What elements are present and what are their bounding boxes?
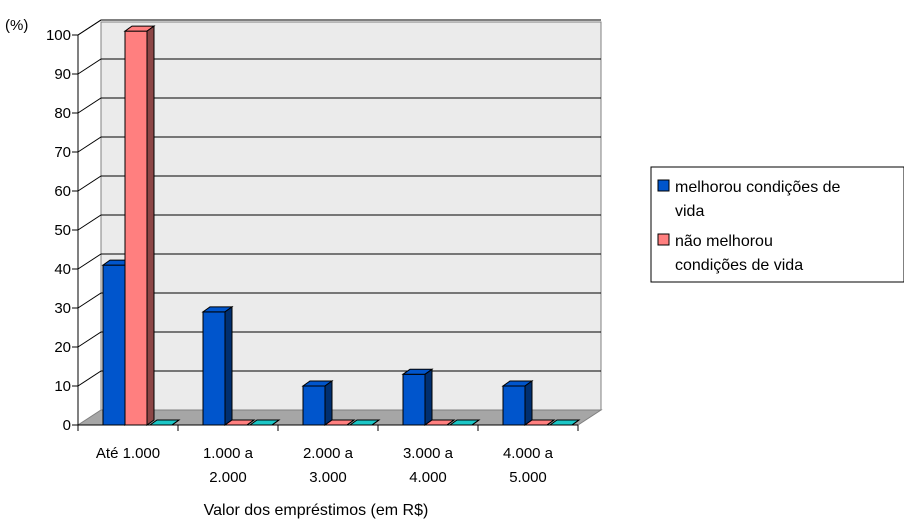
bar [123, 25, 156, 426]
bar-side [324, 380, 333, 426]
y-axis-top-edge [77, 19, 102, 36]
grid-line [77, 136, 601, 153]
legend-label: não melhorou [675, 233, 773, 250]
x-tick-label: 5.000 [509, 469, 547, 486]
x-tick-label: 4.000 [409, 469, 447, 486]
grid-line [77, 58, 601, 75]
legend-label: vida [675, 203, 704, 220]
x-tick-label: 1.000 a [203, 445, 254, 462]
legend-swatch [657, 179, 670, 192]
bar [248, 419, 281, 426]
y-tick-label: 60 [54, 183, 71, 200]
bar [401, 368, 434, 426]
bar [523, 419, 556, 426]
bar-front [502, 385, 526, 426]
grid-line [77, 175, 601, 192]
axis-labels: (%) Valor dos empréstimos (em R$) 0 10 20 3… [5, 17, 554, 519]
bar-side [224, 305, 233, 426]
y-tick-label: 30 [54, 300, 71, 317]
bar-front [202, 311, 226, 426]
bar [448, 419, 481, 426]
x-tick-label: 2.000 a [303, 445, 354, 462]
bar-side [524, 380, 533, 426]
x-tick-label: 4.000 a [503, 445, 554, 462]
bar-side [424, 368, 433, 426]
y-tick-label: 80 [54, 105, 71, 122]
legend-swatch [657, 233, 670, 246]
bar [223, 419, 256, 426]
grid-line [77, 253, 601, 270]
bar [501, 380, 534, 426]
x-axis-label: Valor dos empréstimos (em R$) [204, 502, 429, 519]
y-tick-label: 20 [54, 339, 71, 356]
bar-side [546, 419, 555, 426]
bar-side [146, 25, 155, 426]
x-tick-label: 3.000 [309, 469, 347, 486]
grid-line [77, 370, 601, 387]
legend-box [650, 166, 904, 283]
bar [201, 305, 234, 426]
bar-side [246, 419, 255, 426]
y-tick-label: 40 [54, 261, 71, 278]
y-tick-label: 90 [54, 66, 71, 83]
bar-side [471, 419, 480, 426]
bars [101, 25, 581, 426]
bar-side [271, 419, 280, 426]
plot-back-wall [100, 21, 602, 411]
y-tick-label: 100 [46, 27, 71, 44]
x-tick-label: 3.000 a [403, 445, 454, 462]
y-tick-label: 50 [54, 222, 71, 239]
bar [148, 419, 181, 426]
bar-side [571, 419, 580, 426]
legend-label: condições de vida [675, 257, 803, 274]
bar [548, 419, 581, 426]
legend: melhorou condições de vida não melhorou con… [650, 166, 904, 283]
bar-front [402, 373, 426, 426]
grid-line [77, 292, 601, 309]
grid-line [77, 97, 601, 114]
grid-line [77, 331, 601, 348]
bar-side [171, 419, 180, 426]
legend-label: melhorou condições de [675, 179, 841, 196]
bar-side [346, 419, 355, 426]
bar [301, 380, 334, 426]
bar [348, 419, 381, 426]
bar-front [102, 264, 126, 426]
x-tick-label: Até 1.000 [96, 445, 160, 462]
bar-front [302, 385, 326, 426]
bar-side [371, 419, 380, 426]
y-tick-label: 70 [54, 144, 71, 161]
y-tick-label: 0 [63, 417, 71, 434]
y-axis-label: (%) [5, 17, 28, 34]
bar-front [124, 30, 148, 426]
y-tick-label: 10 [54, 378, 71, 395]
x-tick-label: 2.000 [209, 469, 247, 486]
bar [323, 419, 356, 426]
bar [423, 419, 456, 426]
grid-line [77, 214, 601, 231]
bar-side [446, 419, 455, 426]
